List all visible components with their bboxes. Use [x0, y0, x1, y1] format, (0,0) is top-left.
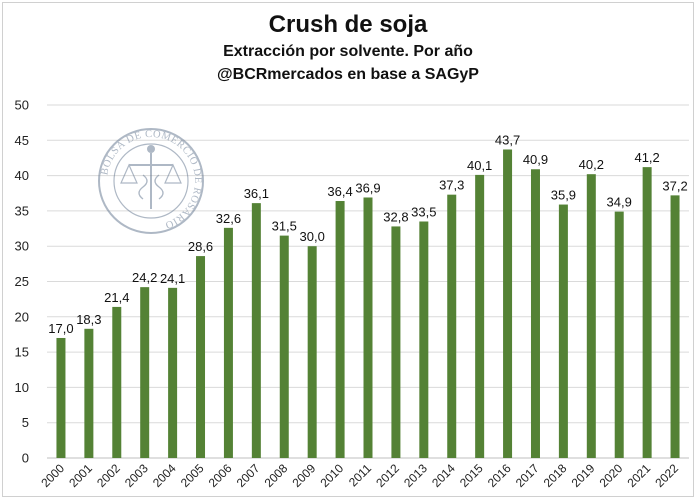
bar-chart: 0 5 10 15 20 25 30 35 40 45 50 BOLSA DE COMERCIO D… — [15, 98, 689, 490]
data-label: 18,3 — [76, 312, 101, 327]
data-label: 41,2 — [634, 150, 659, 165]
x-tick-label: 2022 — [652, 461, 681, 490]
data-label: 32,6 — [216, 211, 241, 226]
data-labels: 17,018,321,424,2 24,1 28,632,636,1 31,530,0… — [48, 132, 687, 336]
bar — [279, 235, 289, 458]
x-tick-label: 2019 — [569, 461, 598, 490]
bar — [475, 174, 485, 459]
y-axis: 0 5 10 15 20 25 30 35 40 45 50 — [15, 98, 29, 466]
y-tick-label: 5 — [22, 415, 29, 430]
x-tick-label: 2000 — [38, 461, 67, 490]
data-label: 24,2 — [132, 270, 157, 285]
bar — [168, 287, 178, 458]
y-tick-label: 25 — [15, 274, 29, 289]
x-tick-label: 2013 — [401, 461, 430, 490]
bars — [56, 149, 680, 459]
x-tick-label: 2020 — [597, 461, 626, 490]
bar — [84, 328, 94, 458]
x-axis: 2000 2001 2002 2003 2004 2005 2006 2007 2008 2009… — [38, 461, 681, 490]
data-label: 40,9 — [523, 152, 548, 167]
x-tick-label: 2016 — [485, 461, 514, 490]
x-tick-label: 2017 — [513, 461, 542, 490]
y-tick-label: 40 — [15, 168, 29, 183]
data-label: 34,9 — [607, 195, 632, 210]
bar — [223, 227, 233, 458]
y-tick-label: 50 — [15, 98, 29, 113]
x-tick-label: 2008 — [262, 461, 291, 490]
bar — [530, 169, 540, 458]
bar — [307, 246, 317, 458]
data-label: 43,7 — [495, 132, 520, 147]
bar — [56, 337, 66, 458]
data-label: 35,9 — [551, 188, 576, 203]
bcr-seal-watermark: BOLSA DE COMERCIO DE ROSARIO — [98, 128, 204, 234]
bar — [335, 201, 345, 459]
bar — [363, 197, 373, 458]
data-label: 24,1 — [160, 271, 185, 286]
bar — [391, 226, 401, 458]
data-label: 40,1 — [467, 158, 492, 173]
chart-title: Crush de soja — [268, 11, 428, 38]
y-tick-label: 35 — [15, 203, 29, 218]
data-label: 36,9 — [355, 180, 380, 195]
x-tick-label: 2015 — [457, 461, 486, 490]
chart-subtitle: Extracción por solvente. Por año — [223, 43, 473, 60]
y-tick-label: 10 — [15, 380, 29, 395]
chart-source: @BCRmercados en base a SAGyP — [217, 66, 479, 83]
data-label: 40,2 — [579, 157, 604, 172]
bar — [447, 194, 457, 459]
bar — [614, 211, 624, 458]
x-tick-label: 2002 — [94, 461, 123, 490]
data-label: 17,0 — [48, 321, 73, 336]
x-tick-label: 2007 — [234, 461, 263, 490]
bar — [503, 149, 513, 458]
x-tick-label: 2018 — [541, 461, 570, 490]
x-tick-label: 2003 — [122, 461, 151, 490]
x-tick-label: 2005 — [178, 461, 207, 490]
x-tick-label: 2006 — [206, 461, 235, 490]
bar — [586, 174, 596, 459]
data-label: 30,0 — [300, 229, 325, 244]
data-label: 36,4 — [327, 184, 352, 199]
data-label: 28,6 — [188, 239, 213, 254]
x-tick-label: 2009 — [290, 461, 319, 490]
x-tick-label: 2011 — [346, 461, 374, 489]
data-label: 31,5 — [272, 219, 297, 234]
y-tick-label: 45 — [15, 133, 29, 148]
bar — [112, 306, 122, 458]
bar — [642, 167, 652, 459]
x-tick-label: 2004 — [150, 461, 179, 490]
bar — [196, 256, 206, 458]
data-label: 36,1 — [244, 186, 269, 201]
y-tick-label: 0 — [22, 451, 29, 466]
data-label: 37,3 — [439, 178, 464, 193]
x-tick-label: 2014 — [429, 461, 458, 490]
bar — [140, 287, 150, 458]
bar — [251, 203, 261, 458]
x-tick-label: 2001 — [66, 461, 95, 490]
bar — [419, 221, 429, 458]
data-label: 37,2 — [662, 178, 687, 193]
data-label: 32,8 — [383, 209, 408, 224]
data-label: 33,5 — [411, 204, 436, 219]
bar — [670, 195, 680, 459]
x-tick-label: 2021 — [624, 461, 653, 490]
y-tick-label: 20 — [15, 309, 29, 324]
y-tick-label: 15 — [15, 345, 29, 360]
x-tick-label: 2010 — [317, 461, 346, 490]
x-tick-label: 2012 — [373, 461, 402, 490]
data-label: 21,4 — [104, 290, 129, 305]
y-tick-label: 30 — [15, 239, 29, 254]
bar — [558, 204, 568, 458]
